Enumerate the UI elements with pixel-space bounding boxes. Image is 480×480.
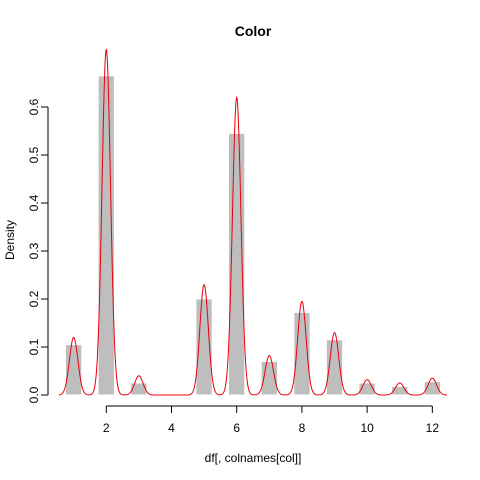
y-tick-label: 0.4 (27, 194, 41, 211)
y-axis: 0.0 0.1 0.2 0.3 0.4 0.5 0.6 (27, 98, 49, 403)
y-tick-label: 0.3 (27, 242, 41, 259)
y-tick-label: 0.0 (27, 386, 41, 403)
histogram-bar-10 (391, 385, 409, 396)
chart-title: Color (235, 23, 272, 39)
histogram-bars (65, 75, 442, 396)
y-tick-label: 0.1 (27, 338, 41, 355)
x-tick-label: 12 (426, 421, 440, 435)
x-tick-label: 4 (168, 421, 175, 435)
x-tick-label: 2 (103, 421, 110, 435)
y-tick-label: 0.2 (27, 290, 41, 307)
y-tick-label: 0.6 (27, 98, 41, 115)
x-tick-label: 6 (233, 421, 240, 435)
x-tick-label: 10 (360, 421, 374, 435)
histogram-bar-3 (130, 382, 148, 396)
x-axis: 2 4 6 8 10 12 (103, 405, 440, 435)
y-tick-label: 0.5 (27, 146, 41, 163)
density-curve (58, 48, 448, 396)
x-tick-label: 8 (299, 421, 306, 435)
y-axis-label: Density (3, 220, 17, 260)
x-axis-label: df[, colnames[col]] (205, 451, 302, 465)
